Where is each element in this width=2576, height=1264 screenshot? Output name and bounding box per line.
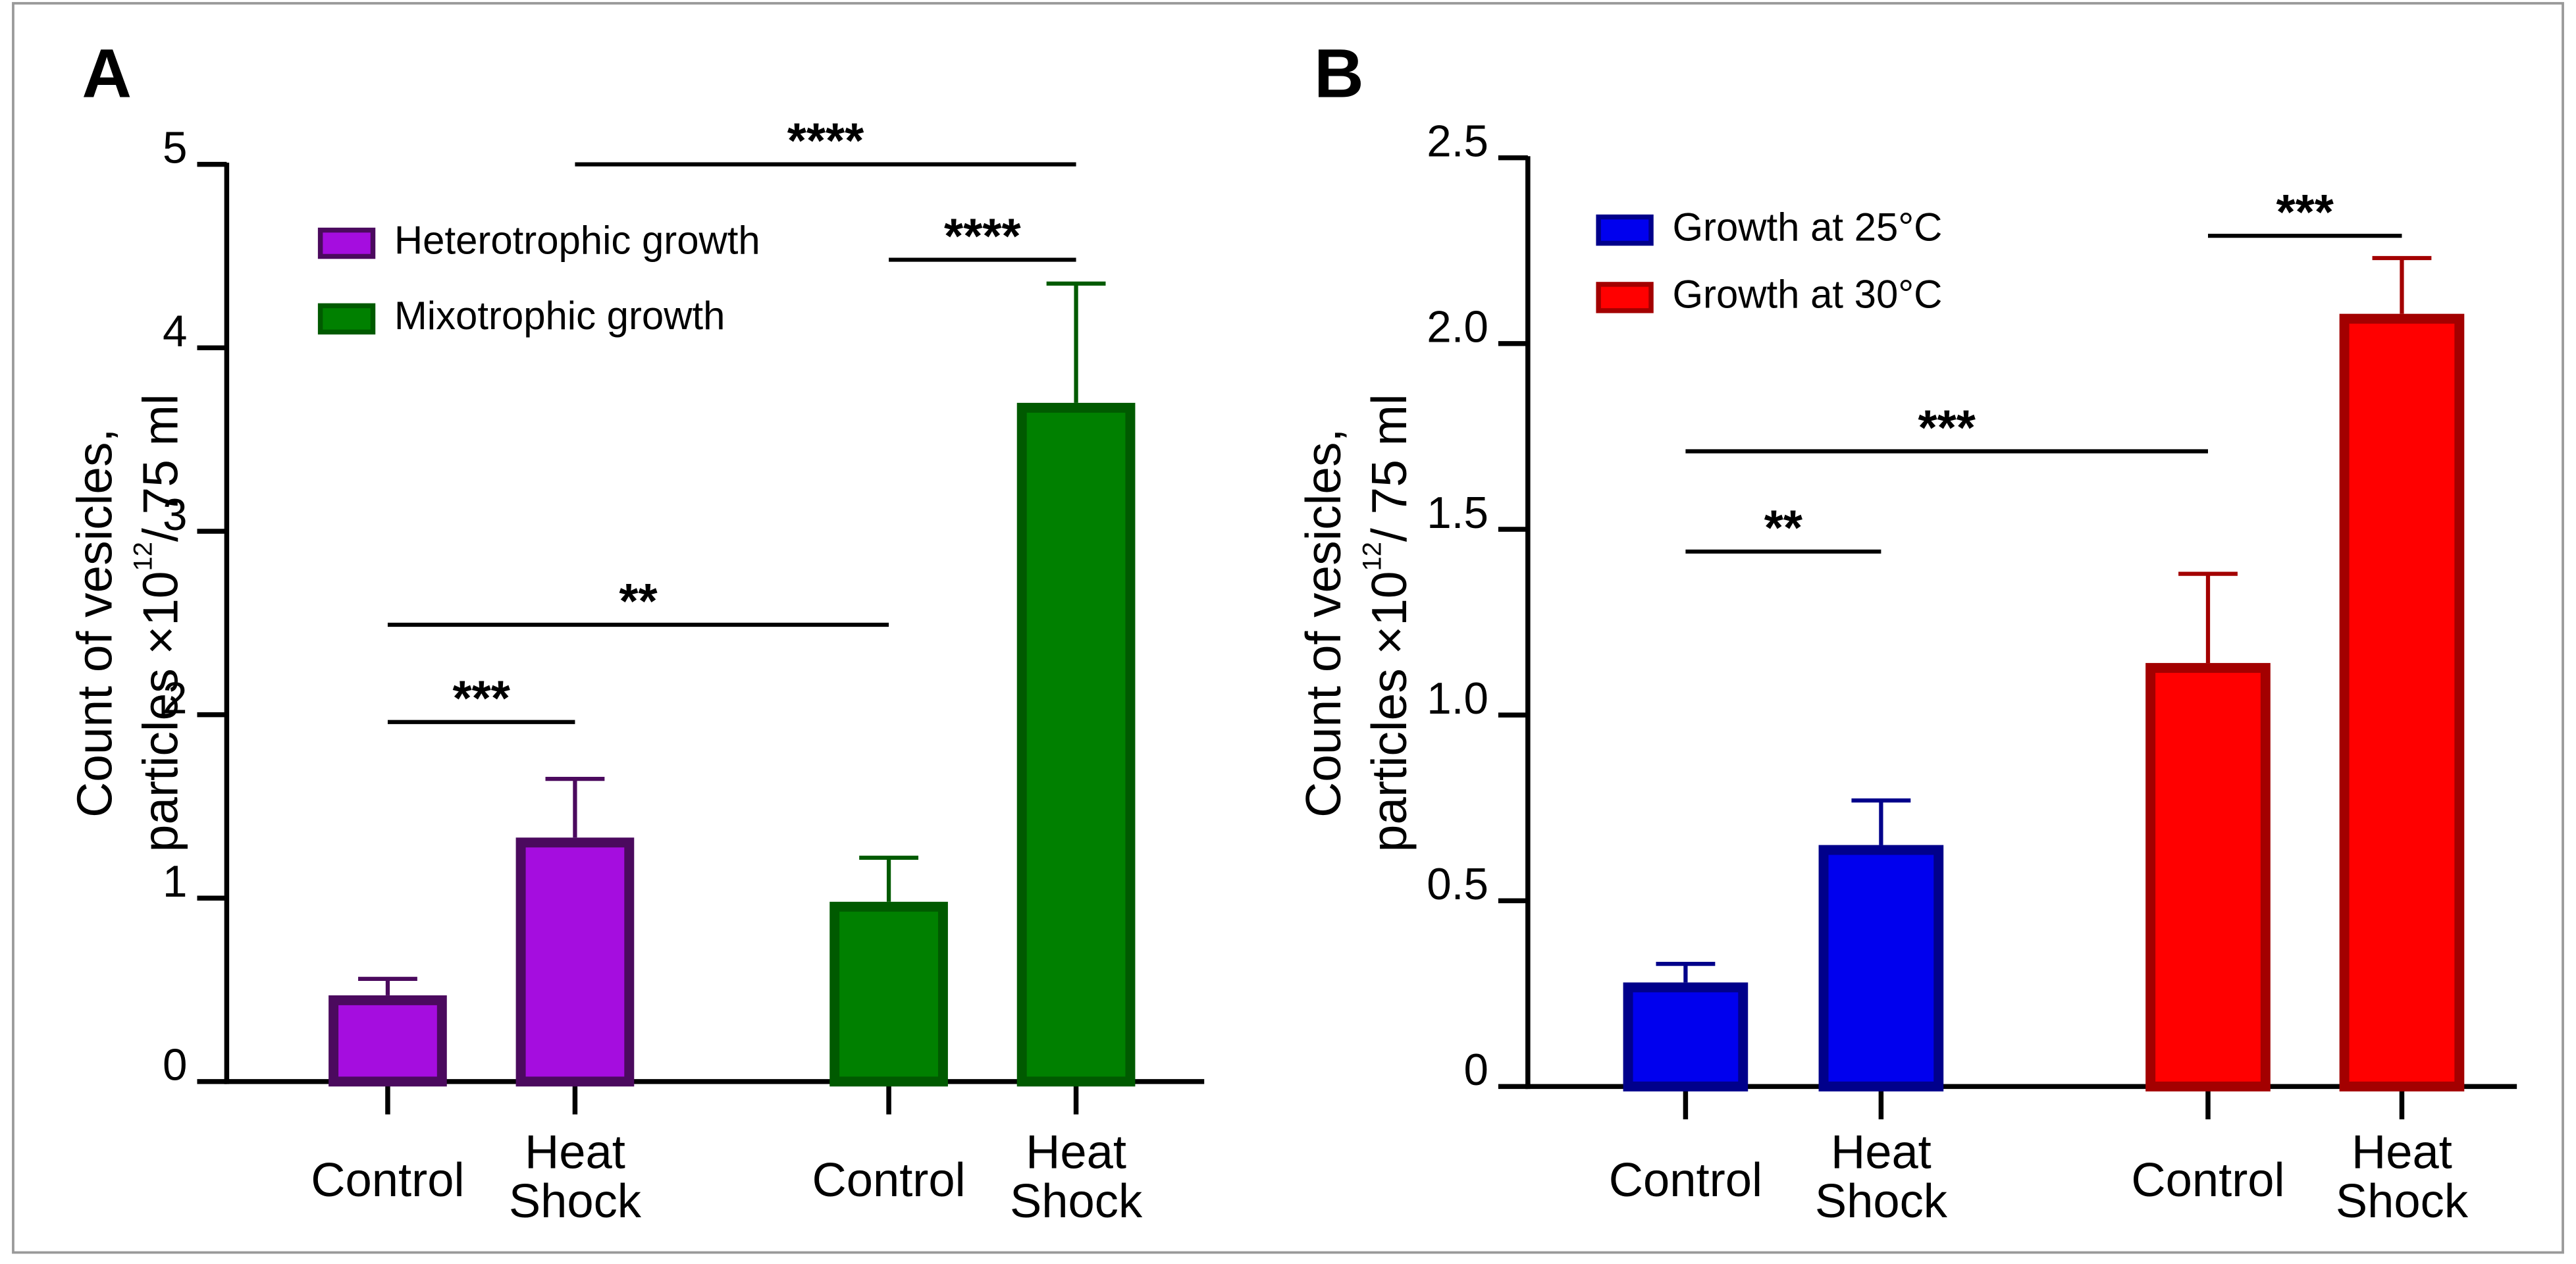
bar — [1818, 845, 1944, 1092]
legend-label: Growth at 30°C — [1672, 273, 1942, 317]
y-label-line: Count of vesicles, — [67, 429, 122, 818]
x-tick-label: Control — [2131, 1153, 2284, 1207]
y-label-line: particles ×1012/ 75 ml — [128, 394, 188, 852]
x-tick-label: Control — [1609, 1153, 1762, 1207]
y-tick-label: 2.5 — [1427, 117, 1488, 167]
y-tick-label: 1 — [163, 857, 187, 907]
legend-swatch — [1596, 282, 1654, 313]
y-tick-label: 0.5 — [1427, 860, 1488, 909]
y-label-line: Count of vesicles, — [1296, 429, 1351, 818]
y-tick-label: 0 — [1463, 1045, 1488, 1095]
x-tick-label: Shock — [1010, 1174, 1143, 1228]
y-tick-label: 0 — [163, 1041, 187, 1090]
significance-label: *** — [2276, 184, 2334, 240]
legend-swatch — [317, 227, 376, 259]
bar — [515, 837, 635, 1087]
legend-swatch — [1596, 214, 1654, 246]
significance-label: ** — [1764, 500, 1803, 556]
panel-label: B — [1314, 36, 1364, 113]
significance-label: **** — [787, 113, 864, 168]
legend-label: Mixotrophic growth — [394, 294, 725, 338]
x-tick-label: Control — [311, 1153, 464, 1207]
panel-label: A — [82, 36, 132, 113]
y-tick-label: 2 — [163, 673, 187, 723]
bar — [2339, 313, 2465, 1092]
y-label-line: particles ×1012/ 75 ml — [1357, 394, 1417, 852]
bar — [1623, 982, 1748, 1092]
y-axis-label: Count of vesicles, particles ×1012/ 75 ml — [1296, 394, 1417, 852]
y-label-part: / 75 ml — [1361, 394, 1417, 542]
significance-label: *** — [452, 671, 510, 726]
y-tick-label: 2.0 — [1427, 303, 1488, 352]
x-tick-label: Heat — [1831, 1125, 1932, 1178]
x-tick-label: Control — [812, 1153, 965, 1207]
y-label-part: particles ×10 — [132, 571, 188, 852]
y-tick-label: 5 — [163, 123, 187, 172]
legend-label: Growth at 25°C — [1672, 205, 1942, 249]
y-axis-label: Count of vesicles, particles ×1012/ 75 ml — [67, 394, 188, 852]
significance-label: **** — [944, 208, 1021, 263]
x-tick-label: Shock — [1815, 1174, 1948, 1228]
legend-swatch — [317, 303, 376, 335]
x-tick-label: Heat — [1026, 1125, 1126, 1178]
x-tick-label: Shock — [2336, 1174, 2469, 1228]
y-tick-label: 1.5 — [1427, 488, 1488, 538]
bar — [1016, 402, 1136, 1087]
significance-label: *** — [1918, 400, 1976, 455]
x-tick-label: Heat — [525, 1125, 625, 1178]
y-tick-label: 4 — [163, 307, 187, 356]
x-tick-label: Heat — [2352, 1125, 2452, 1178]
y-label-part: particles ×10 — [1361, 571, 1417, 852]
bar — [829, 901, 948, 1087]
x-tick-label: Shock — [509, 1174, 642, 1228]
y-label-sup: 12 — [128, 542, 157, 571]
y-label-part: / 75 ml — [132, 394, 188, 542]
y-tick-label: 3 — [163, 490, 187, 540]
bar — [2145, 663, 2271, 1092]
significance-label: ** — [619, 573, 658, 629]
legend-label: Heterotrophic growth — [394, 218, 760, 262]
bar — [329, 995, 447, 1087]
y-label-sup: 12 — [1357, 542, 1386, 571]
y-tick-label: 1.0 — [1427, 674, 1488, 724]
